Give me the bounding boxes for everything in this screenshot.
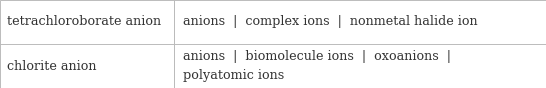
Text: chlorite anion: chlorite anion [8, 59, 97, 73]
Text: tetrachloroborate anion: tetrachloroborate anion [8, 15, 162, 29]
Text: anions  |  complex ions  |  nonmetal halide ion: anions | complex ions | nonmetal halide … [183, 15, 478, 29]
Text: anions  |  biomolecule ions  |  oxoanions  |: anions | biomolecule ions | oxoanions | [183, 50, 452, 63]
Text: polyatomic ions: polyatomic ions [183, 69, 284, 82]
